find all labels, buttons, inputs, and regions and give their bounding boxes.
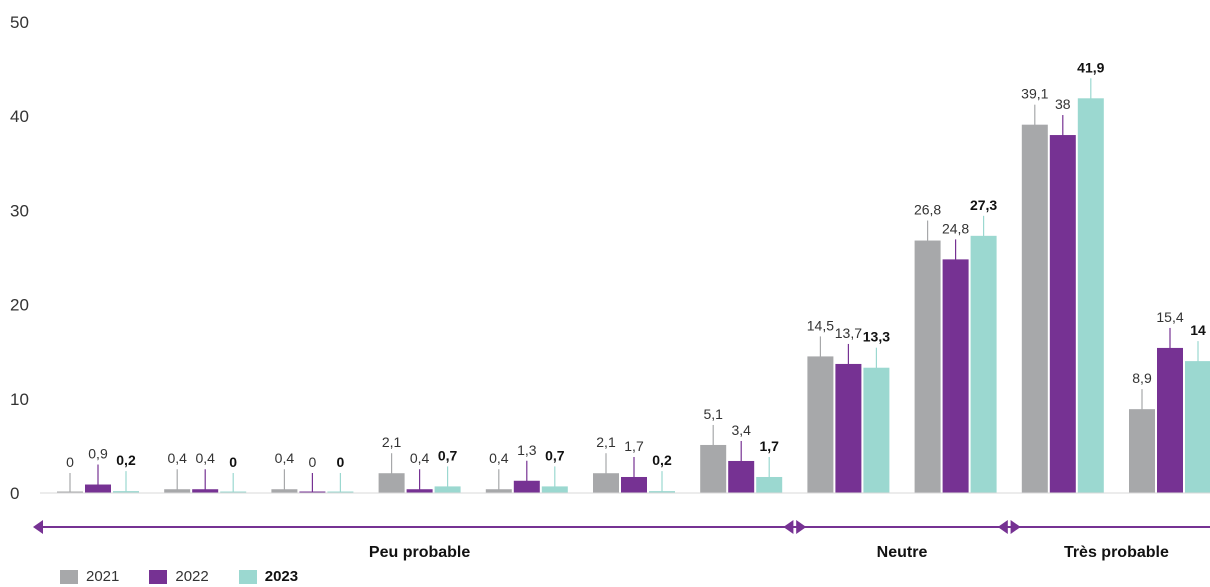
bar-2023-2: [220, 491, 247, 493]
value-labels: 0 0,9 0,2 0,4 0,4 0 0,4 0 0 2,1 0,4 0,7 0,4 1,3 0,7 2,1…: [66, 59, 1206, 470]
value-label-2021-9: 26,8: [914, 202, 941, 218]
bar-2023-10: [1077, 98, 1104, 493]
value-label-2023-3: 0: [337, 454, 345, 470]
y-tick-label: 30: [10, 201, 29, 220]
bar-2023-3: [327, 491, 354, 493]
value-label-2023-11: 14: [1190, 322, 1206, 338]
value-label-2022-2: 0,4: [195, 450, 215, 466]
value-label-2023-5: 0,7: [545, 447, 565, 463]
legend: 2021 2022 2023: [60, 568, 298, 585]
bar-2023-7: [756, 476, 783, 493]
bar-2023-8: [863, 367, 890, 493]
y-tick-label: 40: [10, 107, 29, 126]
group-label: Neutre: [877, 544, 928, 561]
bar-2021-9: [914, 240, 941, 493]
value-label-2023-6: 0,2: [652, 452, 672, 468]
bar-2021-10: [1021, 124, 1048, 493]
value-label-2021-8: 14,5: [807, 317, 834, 333]
value-label-2022-6: 1,7: [624, 438, 644, 454]
bar-2023-6: [649, 491, 675, 493]
y-tick-label: 50: [10, 13, 29, 32]
value-label-2023-4: 0,7: [438, 447, 458, 463]
value-label-2021-2: 0,4: [167, 450, 187, 466]
group-arrow-left-head: [997, 520, 1008, 534]
legend-item-2023: 2023: [238, 568, 299, 585]
bar-2022-2: [192, 489, 219, 493]
y-tick-label: 20: [10, 296, 29, 315]
value-label-2021-4: 2,1: [382, 434, 402, 450]
value-label-2021-7: 5,1: [703, 406, 723, 422]
legend-swatch-2021: [60, 569, 78, 584]
group-label: Peu probable: [369, 544, 470, 561]
legend-label-2021: 2021: [86, 568, 120, 585]
bar-2023-5: [541, 486, 568, 493]
bar-2021-3: [271, 489, 298, 493]
value-label-2022-11: 15,4: [1156, 309, 1183, 325]
bars: [57, 98, 1210, 494]
legend-label-2023: 2023: [264, 568, 299, 585]
value-label-2021-5: 0,4: [489, 450, 509, 466]
bar-2022-4: [406, 489, 433, 493]
bar-2022-5: [513, 480, 540, 493]
bar-2023-9: [970, 235, 997, 494]
bar-2021-2: [164, 489, 191, 493]
legend-label-2022: 2022: [175, 568, 209, 585]
legend-item-2022: 2022: [149, 568, 209, 585]
value-label-2023-10: 41,9: [1077, 59, 1104, 75]
bar-2022-3: [299, 491, 326, 493]
value-label-2023-1: 0,2: [116, 452, 136, 468]
value-label-2022-7: 3,4: [731, 422, 751, 438]
value-label-2022-4: 0,4: [410, 450, 430, 466]
bar-2022-6: [621, 476, 647, 493]
category-groups: Peu probable Neutre Très probable: [33, 520, 1210, 561]
value-label-2023-9: 27,3: [970, 197, 997, 213]
value-label-2021-11: 8,9: [1132, 370, 1152, 386]
value-label-2021-3: 0,4: [275, 450, 295, 466]
bar-2022-10: [1049, 135, 1076, 494]
value-label-2023-7: 1,7: [759, 438, 779, 454]
legend-item-2021: 2021: [60, 568, 119, 585]
value-label-2022-9: 24,8: [942, 220, 969, 236]
bar-2021-5: [485, 489, 512, 493]
bar-2022-9: [942, 259, 969, 493]
value-label-2022-1: 0,9: [88, 446, 108, 462]
bar-2023-4: [434, 486, 461, 493]
bar-2021-8: [807, 356, 834, 493]
value-label-2021-6: 2,1: [596, 434, 616, 450]
bar-2022-7: [728, 460, 755, 493]
value-label-2021-1: 0: [66, 454, 74, 470]
bar-2022-8: [835, 363, 862, 493]
group-arrow-left-head: [783, 520, 794, 534]
value-label-2021-10: 39,1: [1021, 86, 1048, 102]
value-label-2023-8: 13,3: [863, 329, 890, 345]
y-tick-label: 10: [10, 390, 29, 409]
value-label-2022-5: 1,3: [517, 442, 537, 458]
bar-2023-1: [113, 491, 139, 493]
legend-swatch-2022: [149, 569, 168, 584]
value-label-2022-10: 38: [1055, 96, 1071, 112]
y-tick-label: 0: [10, 484, 19, 503]
value-label-2022-8: 13,7: [835, 325, 862, 341]
legend-swatch-2023: [238, 569, 257, 584]
bar-2021-11: [1129, 409, 1155, 493]
bar-2021-4: [378, 473, 405, 493]
bar-2023-11: [1185, 361, 1210, 493]
group-label: Très probable: [1064, 544, 1169, 561]
value-label-2022-3: 0: [309, 454, 317, 470]
bar-2022-1: [85, 484, 111, 493]
group-arrow-left-head: [33, 520, 43, 534]
y-axis: 0 10 20 30 40 50: [10, 13, 29, 503]
bar-2021-1: [57, 491, 83, 493]
bar-2021-7: [700, 444, 727, 493]
value-label-2023-2: 0: [229, 454, 237, 470]
bar-2021-6: [593, 473, 619, 493]
bar-2022-11: [1157, 347, 1183, 493]
